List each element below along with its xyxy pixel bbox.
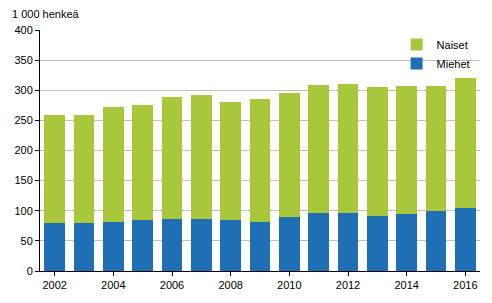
svg-text:1 000 henkeä: 1 000 henkeä <box>12 8 80 20</box>
svg-text:2010: 2010 <box>277 279 301 291</box>
svg-text:2016: 2016 <box>453 279 477 291</box>
svg-text:2002: 2002 <box>42 279 66 291</box>
svg-text:2006: 2006 <box>160 279 184 291</box>
svg-text:Miehet: Miehet <box>437 58 470 70</box>
svg-text:Naiset: Naiset <box>437 39 468 51</box>
svg-text:2008: 2008 <box>218 279 242 291</box>
svg-text:2012: 2012 <box>336 279 360 291</box>
svg-text:400: 400 <box>14 24 32 36</box>
svg-text:50: 50 <box>21 235 33 247</box>
svg-text:300: 300 <box>14 84 32 96</box>
svg-text:150: 150 <box>14 174 32 186</box>
svg-text:250: 250 <box>14 114 32 126</box>
svg-text:0: 0 <box>27 265 33 277</box>
svg-text:2014: 2014 <box>394 279 418 291</box>
svg-text:100: 100 <box>14 205 32 217</box>
svg-text:200: 200 <box>14 144 32 156</box>
svg-text:350: 350 <box>14 54 32 66</box>
svg-text:2004: 2004 <box>101 279 125 291</box>
